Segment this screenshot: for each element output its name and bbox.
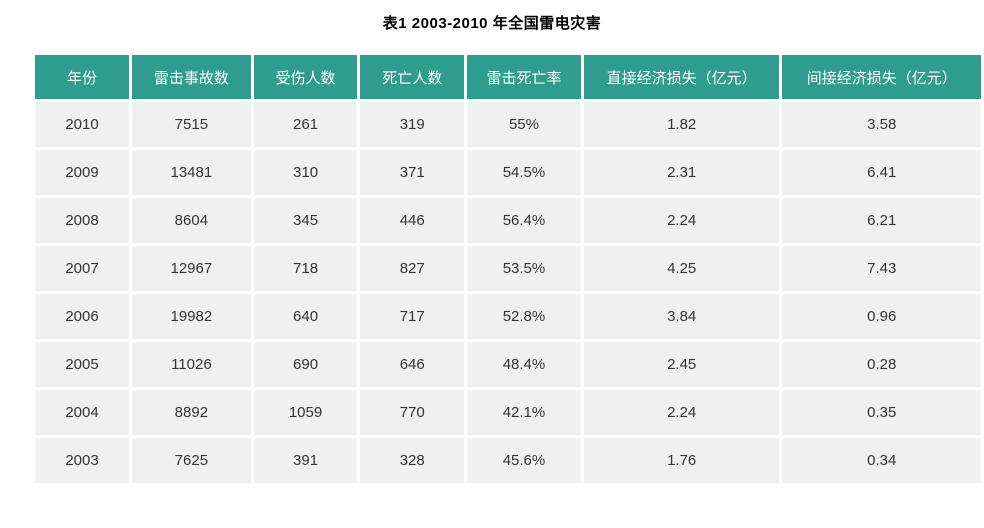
table-cell: 53.5%: [467, 246, 581, 291]
table-cell: 717: [360, 294, 465, 339]
table-cell: 2.31: [583, 150, 780, 195]
table-body: 2010 7515 261 319 55% 1.82 3.58 2009 13481 310 371…: [35, 102, 981, 483]
table-cell: 6.21: [782, 198, 981, 243]
table-row: 2006 19982 640 717 52.8% 3.84 0.96: [35, 294, 981, 339]
table-cell: 2.24: [583, 390, 780, 435]
table-cell: 640: [253, 294, 358, 339]
table-cell: 8604: [132, 198, 251, 243]
table-cell: 56.4%: [467, 198, 581, 243]
column-header-3: 死亡人数: [360, 55, 465, 99]
column-header-4: 雷击死亡率: [467, 55, 581, 99]
column-header-0: 年份: [35, 55, 130, 99]
table-cell: 7.43: [782, 246, 981, 291]
lightning-disaster-table: 年份 雷击事故数 受伤人数 死亡人数 雷击死亡率 直接经济损失（亿元） 间接经济损失（亿元）…: [32, 52, 984, 486]
table-cell: 2007: [35, 246, 130, 291]
table-cell: 2009: [35, 150, 130, 195]
table-cell: 827: [360, 246, 465, 291]
table-cell: 19982: [132, 294, 251, 339]
table-cell: 3.58: [782, 102, 981, 147]
table-cell: 54.5%: [467, 150, 581, 195]
table-cell: 345: [253, 198, 358, 243]
table-cell: 371: [360, 150, 465, 195]
table-row: 2007 12967 718 827 53.5% 4.25 7.43: [35, 246, 981, 291]
table-cell: 13481: [132, 150, 251, 195]
table-cell: 3.84: [583, 294, 780, 339]
table-cell: 310: [253, 150, 358, 195]
table-cell: 0.28: [782, 342, 981, 387]
table-cell: 7515: [132, 102, 251, 147]
table-cell: 2006: [35, 294, 130, 339]
column-header-6: 间接经济损失（亿元）: [782, 55, 981, 99]
table-cell: 2010: [35, 102, 130, 147]
table-cell: 391: [253, 438, 358, 483]
table-cell: 7625: [132, 438, 251, 483]
table-cell: 319: [360, 102, 465, 147]
table-row: 2008 8604 345 446 56.4% 2.24 6.21: [35, 198, 981, 243]
column-header-5: 直接经济损失（亿元）: [583, 55, 780, 99]
table-cell: 1.82: [583, 102, 780, 147]
table-cell: 11026: [132, 342, 251, 387]
table-cell: 4.25: [583, 246, 780, 291]
table-cell: 2005: [35, 342, 130, 387]
table-cell: 42.1%: [467, 390, 581, 435]
table-cell: 0.34: [782, 438, 981, 483]
table-cell: 52.8%: [467, 294, 581, 339]
table-cell: 0.35: [782, 390, 981, 435]
table-row: 2005 11026 690 646 48.4% 2.45 0.28: [35, 342, 981, 387]
table-cell: 2003: [35, 438, 130, 483]
table-header: 年份 雷击事故数 受伤人数 死亡人数 雷击死亡率 直接经济损失（亿元） 间接经济损失（亿元）: [35, 55, 981, 99]
table-cell: 48.4%: [467, 342, 581, 387]
column-header-1: 雷击事故数: [132, 55, 251, 99]
table-cell: 1059: [253, 390, 358, 435]
table-cell: 1.76: [583, 438, 780, 483]
table-cell: 2004: [35, 390, 130, 435]
table-cell: 8892: [132, 390, 251, 435]
table-cell: 2.45: [583, 342, 780, 387]
table-cell: 261: [253, 102, 358, 147]
table-cell: 45.6%: [467, 438, 581, 483]
table-cell: 646: [360, 342, 465, 387]
header-row: 年份 雷击事故数 受伤人数 死亡人数 雷击死亡率 直接经济损失（亿元） 间接经济损失（亿元）: [35, 55, 981, 99]
table-cell: 55%: [467, 102, 581, 147]
table-cell: 446: [360, 198, 465, 243]
table-cell: 0.96: [782, 294, 981, 339]
table-row: 2003 7625 391 328 45.6% 1.76 0.34: [35, 438, 981, 483]
table-cell: 2.24: [583, 198, 780, 243]
table-cell: 12967: [132, 246, 251, 291]
table-row: 2004 8892 1059 770 42.1% 2.24 0.35: [35, 390, 981, 435]
table-cell: 328: [360, 438, 465, 483]
table-cell: 770: [360, 390, 465, 435]
table-title: 表1 2003-2010 年全国雷电灾害: [382, 15, 602, 32]
table-cell: 690: [253, 342, 358, 387]
table-cell: 6.41: [782, 150, 981, 195]
column-header-2: 受伤人数: [253, 55, 358, 99]
table-row: 2009 13481 310 371 54.5% 2.31 6.41: [35, 150, 981, 195]
table-cell: 718: [253, 246, 358, 291]
table-row: 2010 7515 261 319 55% 1.82 3.58: [35, 102, 981, 147]
table-cell: 2008: [35, 198, 130, 243]
